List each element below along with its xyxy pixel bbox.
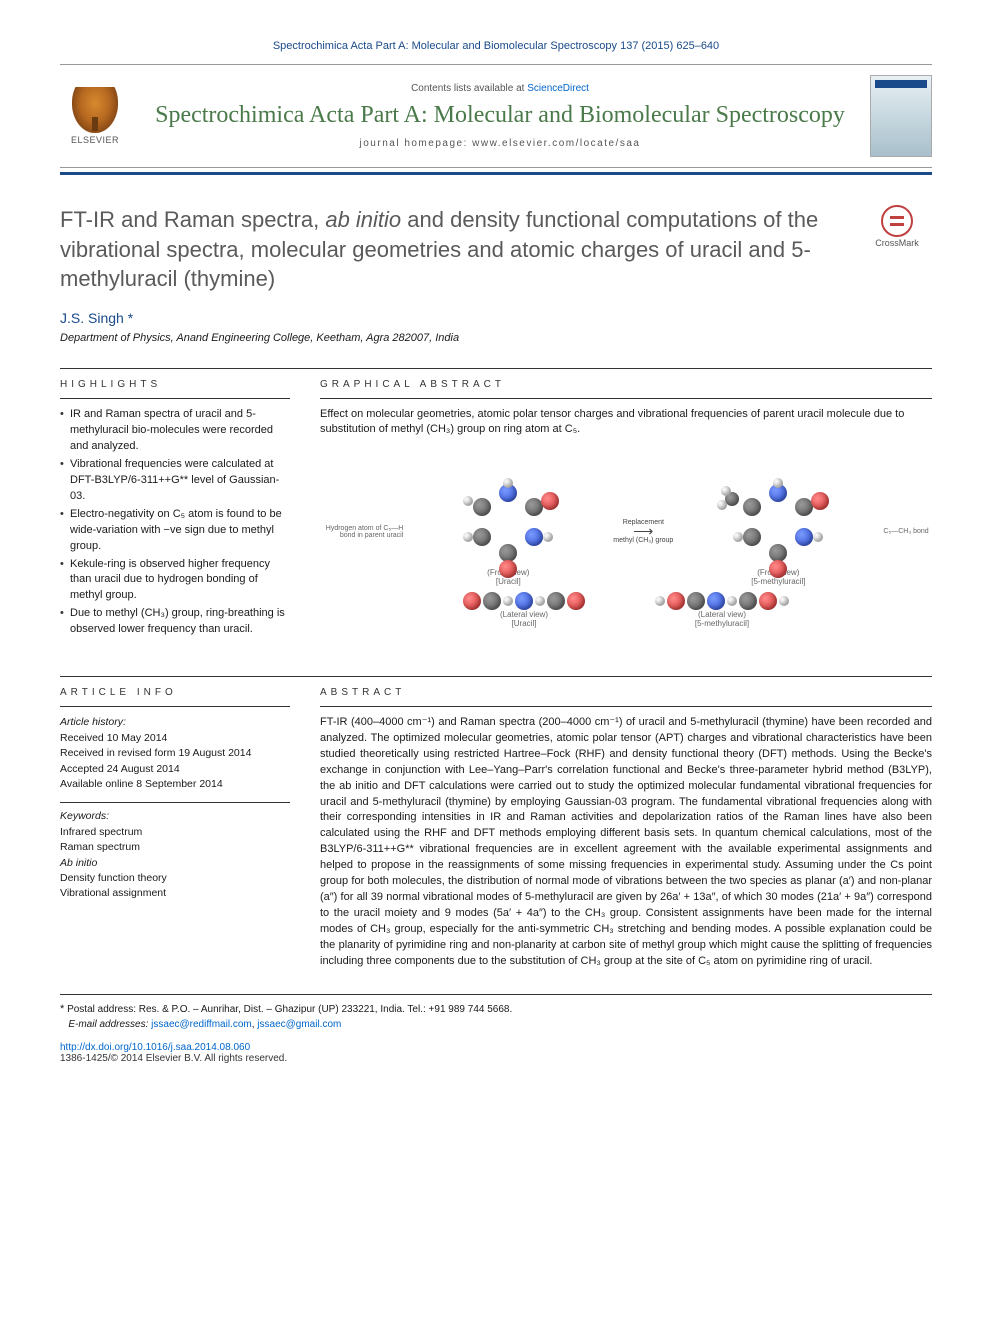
doi-link[interactable]: http://dx.doi.org/10.1016/j.saa.2014.08.…	[60, 1042, 250, 1053]
author-name: J.S. Singh *	[60, 310, 932, 326]
history-item: Received in revised form 19 August 2014	[60, 746, 290, 761]
keyword: Ab initio	[60, 856, 290, 871]
sciencedirect-link[interactable]: ScienceDirect	[527, 83, 589, 94]
methyluracil-front-icon	[733, 478, 823, 568]
elsevier-tree-icon	[72, 87, 118, 133]
copyright: 1386-1425/© 2014 Elsevier B.V. All right…	[60, 1053, 287, 1064]
journal-name: Spectrochimica Acta Part A: Molecular an…	[130, 100, 870, 130]
journal-banner: ELSEVIER Contents lists available at Sci…	[60, 64, 932, 168]
history-head: Article history:	[60, 715, 290, 730]
uracil-lateral-icon	[463, 592, 585, 610]
article-info-head: ARTICLE INFO	[60, 677, 290, 706]
graphical-abstract-caption: Effect on molecular geometries, atomic p…	[320, 399, 932, 438]
history-item: Accepted 24 August 2014	[60, 762, 290, 777]
publisher-label: ELSEVIER	[71, 135, 119, 145]
journal-homepage[interactable]: journal homepage: www.elsevier.com/locat…	[130, 138, 870, 149]
graphical-abstract-figure: Hydrogen atom of C₅—H bond in parent ura…	[320, 448, 932, 658]
affiliation: Department of Physics, Anand Engineering…	[60, 332, 932, 344]
highlight-item: IR and Raman spectra of uracil and 5-met…	[60, 407, 290, 455]
methyluracil-lateral-icon	[655, 592, 789, 610]
email-link[interactable]: jssaec@gmail.com	[257, 1019, 341, 1030]
crossmark-badge[interactable]: CrossMark	[862, 205, 932, 248]
elsevier-logo: ELSEVIER	[60, 81, 130, 151]
keyword: Raman spectrum	[60, 840, 290, 855]
footnote: * Postal address: Res. & P.O. – Aunrihar…	[60, 994, 932, 1033]
citation-header: Spectrochimica Acta Part A: Molecular an…	[60, 40, 932, 52]
history-item: Received 10 May 2014	[60, 731, 290, 746]
abstract-head: ABSTRACT	[320, 677, 932, 706]
contents-line: Contents lists available at ScienceDirec…	[130, 83, 870, 94]
uracil-front-icon	[463, 478, 553, 568]
graphical-abstract-head: GRAPHICAL ABSTRACT	[320, 369, 932, 398]
keyword: Vibrational assignment	[60, 886, 290, 901]
highlights-list: IR and Raman spectra of uracil and 5-met…	[60, 399, 290, 638]
crossmark-icon	[881, 205, 913, 237]
doi-line: http://dx.doi.org/10.1016/j.saa.2014.08.…	[60, 1042, 932, 1064]
highlight-item: Vibrational frequencies were calculated …	[60, 457, 290, 505]
article-title: FT-IR and Raman spectra, ab initio and d…	[60, 205, 842, 294]
replacement-arrow-icon: Replacement ⟶ methyl (CH₃) group	[613, 519, 673, 544]
highlight-item: Kekule-ring is observed higher frequency…	[60, 557, 290, 605]
history-item: Available online 8 September 2014	[60, 777, 290, 792]
email-link[interactable]: jssaec@rediffmail.com	[151, 1019, 252, 1030]
highlights-head: HIGHLIGHTS	[60, 369, 290, 398]
abstract-body: FT-IR (400–4000 cm⁻¹) and Raman spectra …	[320, 707, 932, 970]
separator-bar	[60, 172, 932, 175]
highlight-item: Electro-negativity on C₅ atom is found t…	[60, 507, 290, 555]
keyword: Density function theory	[60, 871, 290, 886]
keywords-head: Keywords:	[60, 809, 290, 824]
journal-cover-icon	[870, 75, 932, 157]
highlight-item: Due to methyl (CH₃) group, ring-breathin…	[60, 606, 290, 638]
keyword: Infrared spectrum	[60, 825, 290, 840]
